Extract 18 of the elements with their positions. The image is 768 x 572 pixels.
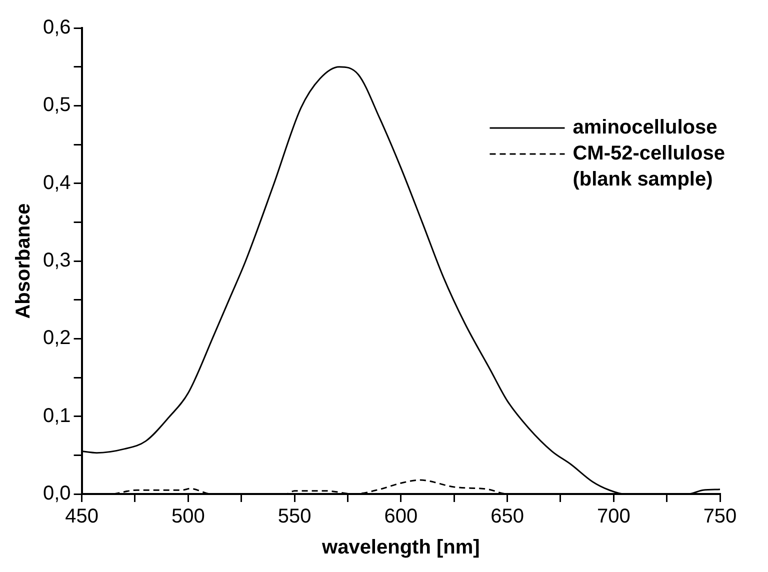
x-tick-label: 500 (171, 506, 205, 528)
y-tick-label: 0,5 (42, 94, 71, 116)
x-tick-label: 450 (65, 506, 98, 528)
x-tick-label: 750 (703, 506, 737, 528)
y-tick-label: 0,4 (42, 172, 71, 194)
y-tick-label: 0,3 (42, 250, 71, 272)
y-tick-label: 0,6 (42, 16, 71, 39)
y-tick-label: 0,0 (42, 482, 71, 505)
legend-label: aminocellulose (572, 116, 718, 139)
x-tick-label: 650 (490, 506, 524, 528)
x-axis-title: wavelength [nm] (321, 536, 480, 559)
x-tick-label: 550 (278, 506, 312, 528)
legend-label: CM-52-cellulose (blank sample) (572, 142, 725, 191)
y-tick-label: 0,1 (42, 404, 71, 427)
y-tick-label: 0,2 (42, 327, 71, 350)
x-tick-label: 600 (384, 506, 418, 528)
x-tick-label: 700 (596, 506, 630, 528)
y-axis-title: Absorbance (12, 203, 35, 319)
